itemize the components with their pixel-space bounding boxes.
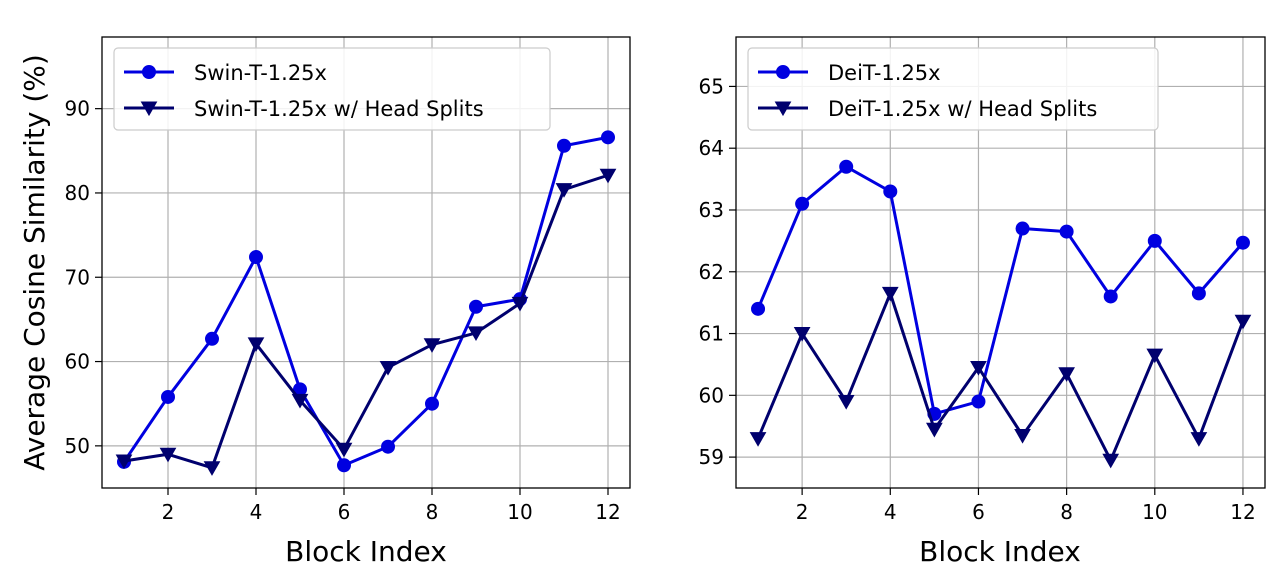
data-point: [337, 458, 351, 473]
data-point: [751, 301, 766, 316]
series-line: [756, 291, 1245, 462]
series-line: [122, 135, 609, 467]
y-tick-label: 63: [699, 198, 724, 222]
x-tick-label: 8: [1060, 500, 1073, 524]
data-point: [1234, 314, 1252, 330]
y-axis-title: Average Cosine Similarity (%): [18, 54, 51, 471]
data-point: [883, 184, 898, 199]
data-point: [381, 439, 395, 454]
data-point: [142, 65, 156, 79]
data-point: [203, 461, 221, 476]
data-point: [379, 360, 397, 376]
series-line: [123, 173, 609, 470]
series-2: [749, 286, 1252, 469]
data-point: [970, 361, 987, 376]
data-point: [599, 168, 617, 184]
x-axis-title: Block Index: [285, 535, 447, 568]
legend-label: Swin-T-1.25x w/ Head Splits: [194, 97, 484, 121]
data-point: [423, 338, 441, 353]
data-point: [511, 296, 529, 312]
y-tick-label: 50: [65, 434, 90, 458]
data-point: [1103, 289, 1118, 304]
y-tick-label: 64: [699, 136, 724, 160]
y-tick-label: 65: [699, 74, 724, 98]
x-tick-label: 12: [1230, 500, 1255, 524]
x-tick-label: 10: [507, 500, 532, 524]
x-axis-title: Block Index: [919, 535, 1081, 568]
y-tick-label: 90: [65, 97, 90, 121]
legend-box: [747, 47, 1159, 131]
y-tick-label: 62: [699, 260, 724, 284]
data-point: [1235, 235, 1250, 250]
legend-label: DeiT-1.25x: [828, 61, 941, 85]
data-point: [926, 422, 943, 438]
y-tick-label: 61: [699, 322, 724, 346]
data-point: [774, 101, 792, 117]
y-tick-label: 80: [65, 181, 90, 205]
y-tick-label: 60: [65, 350, 90, 374]
data-point: [1146, 348, 1164, 364]
x-tick-label: 10: [1142, 500, 1167, 524]
data-point: [839, 159, 854, 174]
x-tick-label: 6: [972, 500, 985, 524]
x-tick-label: 2: [162, 500, 175, 524]
data-point: [159, 447, 177, 463]
data-point: [1102, 453, 1120, 469]
data-point: [837, 395, 855, 410]
y-tick-label: 59: [699, 445, 724, 469]
chart-panel-2: 2 4 6 8 10 12 59 60 61 62 63 64 65 Block Index DeiT-1.…: [699, 36, 1266, 568]
data-point: [205, 331, 219, 346]
data-point: [335, 442, 353, 458]
data-point: [557, 138, 571, 153]
data-point: [140, 101, 158, 117]
y-tick-label: 60: [699, 383, 724, 407]
data-point: [555, 183, 573, 198]
x-tick-label: 2: [796, 500, 809, 524]
x-tick-label: 12: [595, 500, 620, 524]
x-tick-label: 4: [250, 500, 263, 524]
axes-frame: [101, 36, 631, 489]
axes-frame: [735, 36, 1266, 489]
legend: Swin-T-1.25x Swin-T-1.25x w/ Head Splits: [113, 47, 551, 131]
series-line: [756, 165, 1245, 416]
data-point: [467, 326, 485, 342]
data-point: [881, 286, 899, 302]
data-point: [247, 337, 265, 352]
y-tick-label: 70: [65, 265, 90, 289]
data-point: [161, 389, 175, 404]
series-1: [117, 130, 615, 473]
data-point: [1147, 233, 1162, 248]
data-point: [249, 250, 263, 265]
x-tick-label: 8: [426, 500, 439, 524]
series-1: [751, 159, 1250, 421]
data-point: [1015, 221, 1030, 236]
data-point: [425, 396, 439, 411]
data-point: [1014, 428, 1031, 444]
data-point: [601, 130, 615, 145]
data-point: [1058, 367, 1075, 382]
chart-panel-1: 2 4 6 8 10 12 50 60 70 80 90 Block Index Average Cos…: [18, 36, 631, 568]
x-tick-label: 6: [338, 500, 351, 524]
series-2: [115, 168, 617, 476]
data-point: [749, 432, 767, 447]
legend-label: Swin-T-1.25x: [194, 61, 327, 85]
legend-label: DeiT-1.25x w/ Head Splits: [828, 97, 1097, 121]
data-point: [469, 299, 483, 314]
data-point: [1190, 432, 1208, 447]
data-point: [776, 65, 790, 79]
data-point: [1191, 286, 1206, 301]
x-tick-label: 4: [884, 500, 897, 524]
legend: DeiT-1.25x DeiT-1.25x w/ Head Splits: [747, 47, 1159, 131]
data-point: [971, 394, 986, 409]
data-point: [793, 327, 811, 342]
data-point: [795, 196, 810, 211]
data-point: [115, 454, 133, 470]
legend-box: [113, 47, 551, 131]
data-point: [291, 393, 309, 409]
data-point: [1059, 224, 1074, 239]
